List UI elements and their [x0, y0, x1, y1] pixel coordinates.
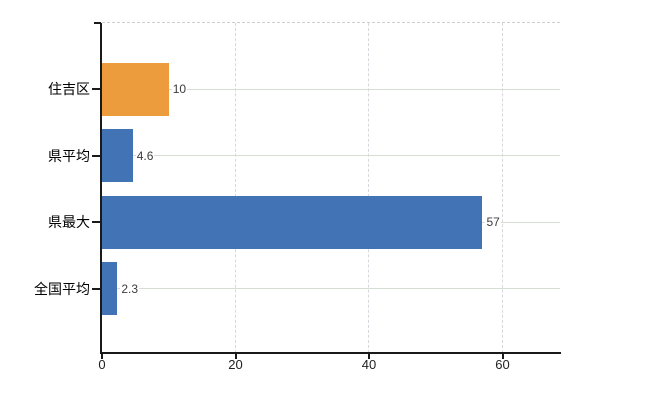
bar-value-label: 4.6 [135, 147, 155, 164]
x-axis-tick-label: 0 [98, 357, 106, 372]
bar [102, 195, 483, 249]
category-label: 県最大 [48, 214, 90, 231]
category-gridline [102, 88, 560, 90]
bar-value-label: 57 [485, 214, 501, 231]
category-label: 全国平均 [34, 280, 90, 297]
category-tick [92, 221, 101, 224]
plot-top-border [102, 22, 560, 23]
x-axis-tick [234, 353, 237, 359]
category-gridline [102, 155, 560, 157]
bar [102, 129, 133, 183]
bar [102, 62, 169, 116]
vertical-gridline [234, 23, 236, 353]
bar [102, 262, 118, 315]
vertical-gridline [501, 23, 503, 353]
bar-value-label: 2.3 [120, 280, 140, 297]
y-axis-top-tick [94, 22, 101, 24]
x-axis-line [100, 352, 561, 354]
y-axis-line [100, 23, 102, 353]
category-tick [92, 287, 101, 290]
x-axis-tick [501, 353, 504, 359]
x-axis-tick-label: 60 [495, 357, 510, 372]
category-label: 住吉区 [48, 81, 90, 98]
x-axis-tick-label: 40 [361, 357, 377, 372]
x-axis-tick [101, 353, 103, 359]
category-tick [92, 88, 101, 91]
vertical-gridline [368, 23, 369, 353]
category-gridline [102, 288, 560, 289]
category-tick [92, 154, 101, 157]
bar-value-label: 10 [171, 81, 188, 98]
category-label: 県平均 [48, 147, 90, 164]
plot-area: 10 4.6 57 2.3 [102, 23, 560, 353]
x-axis-tick-label: 20 [228, 357, 243, 372]
x-axis-tick [368, 353, 370, 359]
